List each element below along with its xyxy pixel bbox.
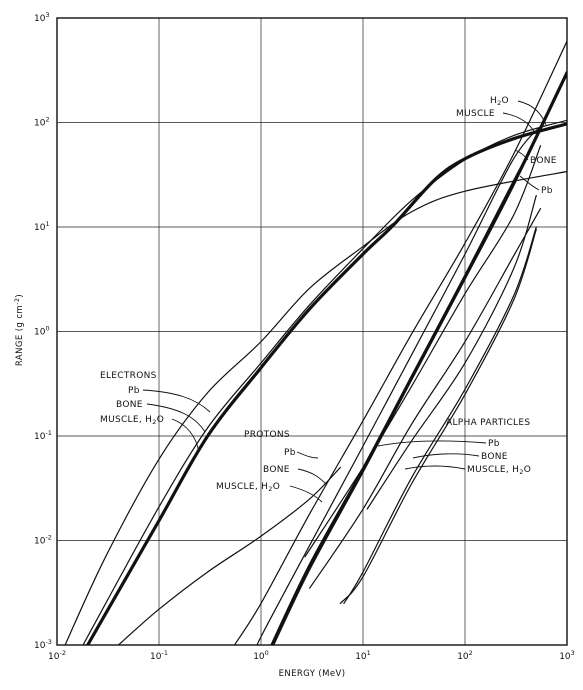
series-line-alpha-bone [343,226,537,605]
leader-protons-bone [297,468,327,485]
leader-protons-pb [296,451,319,459]
y-tick-label: 10-1 [34,429,52,442]
x-tick-labels: 10-2 10-1 100 101 102 103 [48,649,575,662]
x-tick-label: 100 [253,649,269,662]
series-line-protons-bone [256,121,545,645]
y-tick-label: 100 [34,325,50,338]
label-electrons-bone: BONE [116,400,143,410]
label-protons: PROTONS [244,430,290,440]
leader-high-h2o [517,100,547,126]
x-tick-label: 10-2 [48,649,66,662]
label-high-bone: BONE [530,156,557,166]
series-line-alpha-pb [309,208,542,589]
label-alpha-pb: Pb [488,439,500,449]
leader-high-bone [514,149,529,161]
label-electrons-muscle: MUSCLE, H2O [100,415,164,426]
leader-alpha-pb [377,440,487,447]
label-protons-muscle: MUSCLE, H2O [216,482,280,493]
label-alpha-muscle: MUSCLE, H2O [467,465,531,476]
series-line-alpha-upper [304,145,542,558]
leader-electrons-bone [146,403,206,433]
label-protons-pb: Pb [284,448,296,458]
x-tick-label: 101 [355,649,371,662]
grid-lines [56,17,568,646]
x-tick-label: 103 [559,649,575,662]
leader-high-muscle [502,112,536,134]
y-tick-label: 10-2 [34,534,52,547]
series-line-alpha-pb-2 [366,194,537,510]
y-axis-title: RANGE (g cm-2) [13,294,25,366]
series-line-protons-muscle-low [117,466,341,645]
leader-protons-muscle [289,485,323,503]
label-alpha: ALPHA PARTICLES [446,418,530,428]
label-electrons: ELECTRONS [100,371,157,381]
x-axis-title: ENERGY (MeV) [279,669,346,679]
plot-frame [56,17,568,646]
series-line-alpha-muscle [339,228,537,605]
y-tick-label: 10-3 [34,638,52,651]
label-protons-bone: BONE [263,465,290,475]
leader-alpha-bone [412,453,480,459]
label-high-h2o: H2O [490,96,509,107]
leader-alpha-muscle [404,465,466,470]
label-alpha-bone: BONE [481,452,508,462]
curve-annotations: ELECTRONS Pb BONE MUSCLE, H2O PROTONS Pb… [100,96,557,503]
x-tick-label: 10-1 [150,649,168,662]
label-electrons-pb: Pb [128,386,140,396]
series-line-protons-muscle-2 [271,71,567,645]
data-series [64,40,567,645]
leader-electrons-pb [142,389,211,413]
leader-electrons-muscle [171,418,200,453]
y-tick-label: 102 [34,116,50,129]
y-tick-label: 103 [34,11,50,24]
y-tick-labels: 10-3 10-2 10-1 100 101 102 103 [34,11,52,651]
series-line-electrons-muscle [86,122,567,645]
series-line-electrons-pb [64,170,567,645]
x-tick-label: 102 [457,649,473,662]
series-line-protons-pb [233,40,567,645]
y-tick-label: 101 [34,220,50,233]
label-high-muscle: MUSCLE [456,109,495,119]
leader-high-pb [519,175,540,191]
label-high-pb: Pb [541,186,553,196]
